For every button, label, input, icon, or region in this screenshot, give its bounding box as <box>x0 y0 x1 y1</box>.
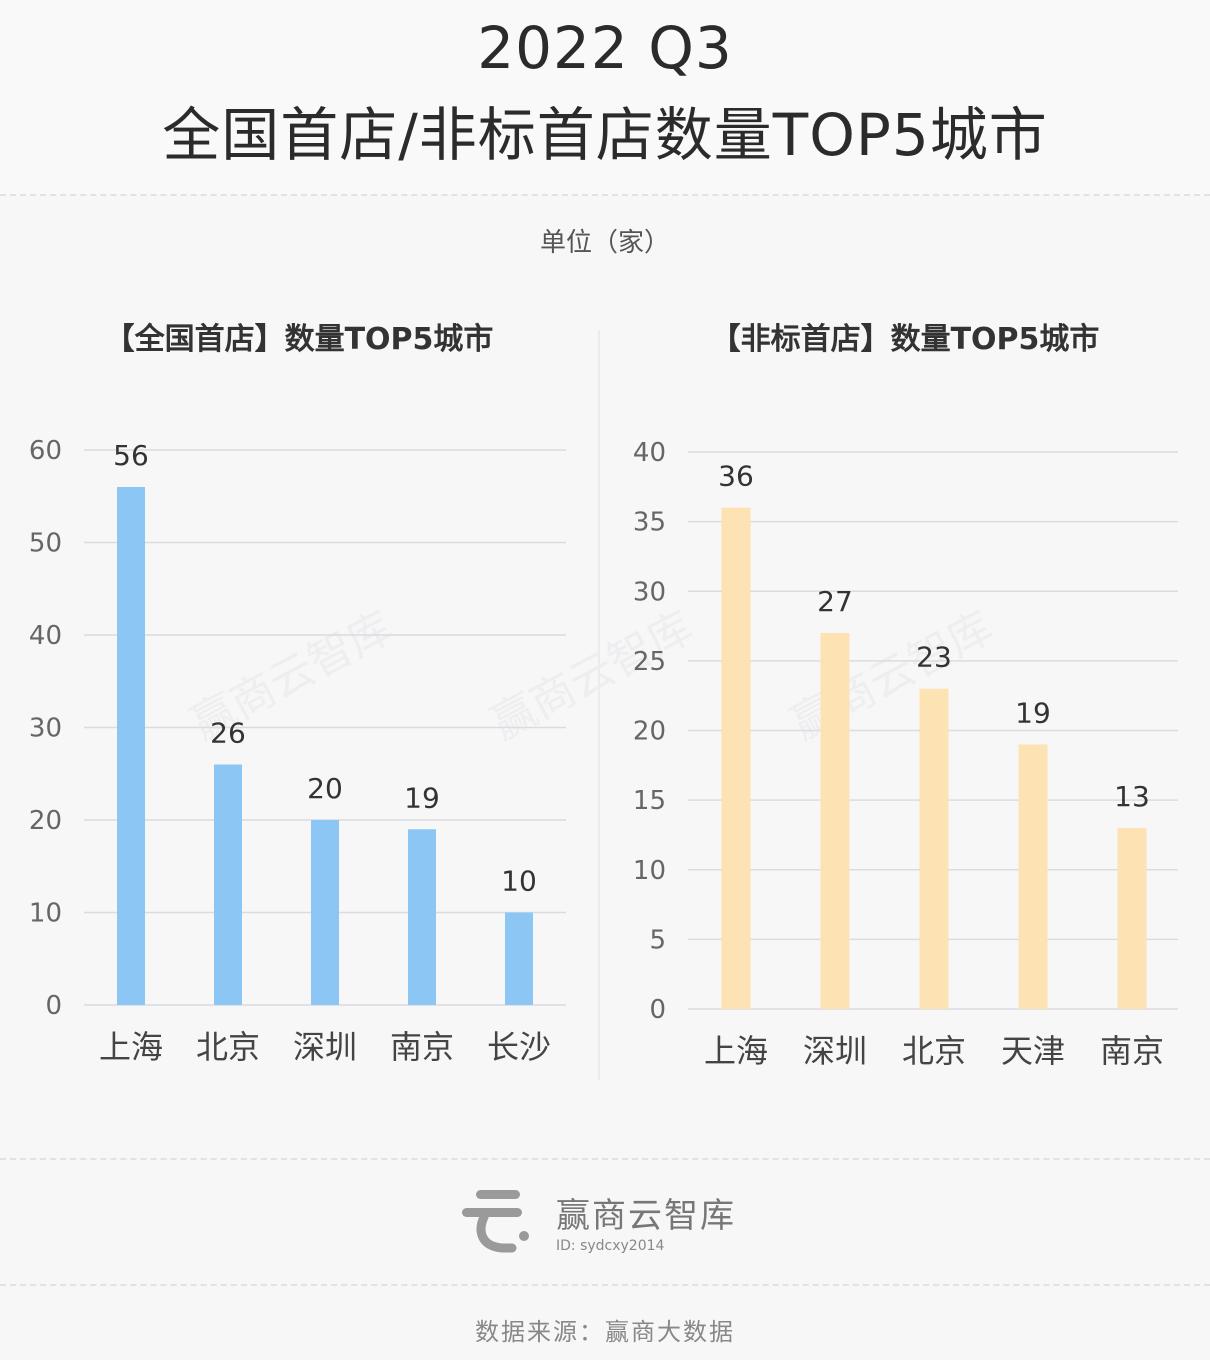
left-chart-panel: 【全国首店】数量TOP5城市 <box>0 300 598 1100</box>
left-bar <box>214 764 242 1005</box>
right-bar <box>919 688 949 1009</box>
left-value-label: 20 <box>307 772 343 805</box>
right-category-label: 深圳 <box>803 1032 867 1070</box>
brand-logo: 赢商云智库 ID: sydcxy2014 <box>460 1180 760 1260</box>
title-block: 2022 Q3 全国首店/非标首店数量TOP5城市 <box>0 0 1210 195</box>
right-ytick-label: 0 <box>649 995 666 1025</box>
right-bar <box>820 633 850 1009</box>
right-ytick-label: 40 <box>633 438 666 468</box>
right-ytick-label: 35 <box>633 508 666 538</box>
brand-id: ID: sydcxy2014 <box>556 1238 665 1254</box>
right-bar <box>1117 827 1147 1009</box>
left-bar <box>117 487 145 1005</box>
right-category-label: 北京 <box>902 1032 966 1070</box>
left-value-label: 56 <box>113 439 149 472</box>
left-ytick-label: 50 <box>29 529 62 559</box>
right-ytick-label: 20 <box>633 717 666 747</box>
right-chart-title: 【非标首店】数量TOP5城市 <box>710 322 1100 357</box>
unit-label: 单位（家） <box>539 228 670 258</box>
right-bar <box>721 507 751 1009</box>
right-chart-panel: 【非标首店】数量TOP5城市 <box>600 300 1210 1100</box>
right-bar <box>1018 744 1048 1009</box>
right-ytick-label: 10 <box>633 856 666 886</box>
right-bar-chart: 0 5 10 15 20 25 30 35 40 36 上海 27 深圳 23 北京 19 天津 13 南京 <box>633 438 1178 1070</box>
brand-name: 赢商云智库 <box>556 1196 736 1236</box>
page-title-line2: 全国首店/非标首店数量TOP5城市 <box>162 101 1048 169</box>
left-value-label: 10 <box>501 865 537 898</box>
left-bar <box>408 829 436 1005</box>
right-ytick-label: 5 <box>649 925 666 955</box>
right-ytick-label: 30 <box>633 577 666 607</box>
right-value-label: 36 <box>718 460 754 493</box>
left-ytick-label: 10 <box>29 899 62 929</box>
right-ytick-label: 25 <box>633 647 666 677</box>
data-source: 数据来源：赢商大数据 <box>475 1318 735 1346</box>
footer-divider-bottom <box>0 1284 1210 1286</box>
panel-divider <box>598 330 600 1080</box>
left-value-label: 19 <box>404 781 440 814</box>
right-category-label: 天津 <box>1001 1032 1065 1070</box>
right-value-label: 19 <box>1015 696 1051 729</box>
left-value-label: 26 <box>210 717 246 750</box>
left-ytick-label: 60 <box>29 436 62 466</box>
right-category-label: 南京 <box>1100 1032 1164 1070</box>
left-ytick-label: 40 <box>29 621 62 651</box>
left-ytick-label: 0 <box>45 991 62 1021</box>
brand-logo-icon <box>462 1190 529 1253</box>
left-ytick-label: 20 <box>29 806 62 836</box>
left-category-label: 长沙 <box>487 1028 551 1066</box>
right-category-label: 上海 <box>704 1032 768 1070</box>
right-value-label: 27 <box>817 585 853 618</box>
title-divider <box>0 194 1210 196</box>
left-category-label: 南京 <box>390 1028 454 1066</box>
right-ytick-label: 15 <box>633 786 666 816</box>
left-bar <box>505 912 533 1005</box>
right-value-label: 23 <box>916 641 952 674</box>
footer-divider-top <box>0 1158 1210 1160</box>
right-value-label: 13 <box>1114 780 1150 813</box>
left-bar <box>311 820 339 1005</box>
left-category-label: 北京 <box>196 1028 260 1066</box>
left-category-label: 深圳 <box>293 1028 357 1066</box>
left-bar-chart: 0 10 20 30 40 50 60 56 上海 26 北京 20 深圳 19 南京 10 长沙 <box>29 436 566 1066</box>
left-ytick-label: 30 <box>29 714 62 744</box>
page-title-line1: 2022 Q3 <box>477 14 733 82</box>
left-chart-title: 【全国首店】数量TOP5城市 <box>104 322 494 357</box>
left-category-label: 上海 <box>99 1028 163 1066</box>
